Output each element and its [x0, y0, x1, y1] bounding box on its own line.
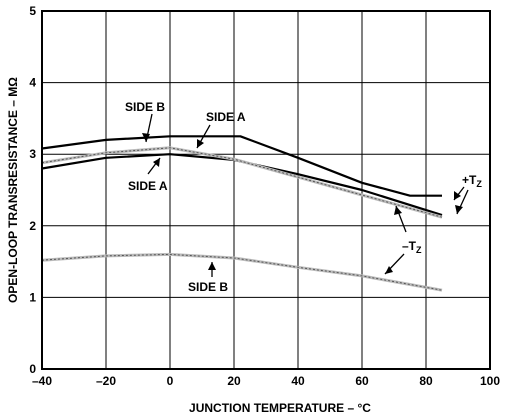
x-tick-label: 0	[167, 374, 174, 388]
x-axis-label: JUNCTION TEMPERATURE – °C	[189, 401, 371, 415]
arrowhead-plus-tz-1	[454, 191, 461, 200]
x-tick-label: 60	[355, 374, 369, 388]
arrowhead-plus-tz-2	[455, 205, 463, 214]
arrowhead-side-b-top	[142, 133, 150, 142]
arrowhead-minus-tz-2	[385, 266, 393, 274]
annotation-plus-tz: +TZ	[462, 173, 482, 189]
plot-frame	[41, 10, 491, 370]
arrowhead-side-a-mid	[153, 158, 160, 167]
y-tick-label: 3	[29, 147, 36, 161]
series-line-2	[41, 147, 443, 218]
series-line-1	[41, 153, 443, 217]
annotation-side-b-low: SIDE B	[188, 280, 228, 294]
series-line-3-halo	[41, 252, 443, 292]
y-tick-label: 4	[29, 76, 36, 90]
series-line-0	[41, 135, 442, 197]
arrowhead-side-a-top	[197, 139, 204, 148]
annotation-side-a-top: SIDE A	[206, 110, 246, 124]
annotation-arrowheads	[142, 133, 463, 274]
y-tick-label: 0	[29, 362, 36, 376]
annotation-side-a-mid: SIDE A	[128, 179, 168, 193]
tick-labels: –40 –20 0 20 40 60 80 100 0 1 2 3 4 5	[29, 4, 500, 388]
grid	[41, 10, 491, 370]
x-tick-label: 20	[227, 374, 241, 388]
series-line-3	[41, 253, 443, 291]
y-tick-label: 2	[29, 219, 36, 233]
annotations: SIDE B SIDE A SIDE A SIDE B +TZ –TZ	[125, 100, 482, 294]
y-axis-label: OPEN-LOOP TRANSRESISTANCE – MΩ	[6, 77, 20, 303]
y-tick-label: 5	[29, 4, 36, 18]
x-tick-label: –40	[32, 374, 52, 388]
x-tick-label: –20	[96, 374, 116, 388]
series-lines	[41, 135, 443, 292]
annotation-minus-tz: –TZ	[402, 239, 422, 255]
arrowhead-minus-tz-1	[394, 206, 402, 215]
y-tick-label: 1	[29, 290, 36, 304]
x-tick-label: 40	[291, 374, 305, 388]
x-tick-label: 80	[419, 374, 433, 388]
arrowhead-side-b-low	[208, 262, 216, 270]
annotation-side-b-top: SIDE B	[125, 100, 165, 114]
x-tick-label: 100	[480, 374, 500, 388]
